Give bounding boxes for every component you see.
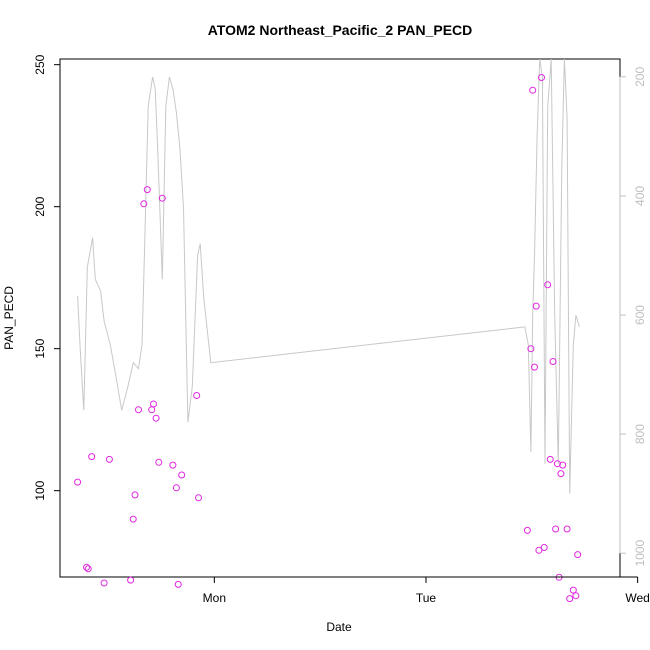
- data-point: [105, 455, 113, 463]
- data-point: [148, 406, 156, 414]
- data-point: [169, 461, 177, 469]
- data-point: [195, 494, 202, 502]
- data-point: [569, 586, 577, 594]
- data-point: [559, 461, 567, 469]
- data-point: [131, 491, 139, 499]
- y2-tick-label: 800: [633, 424, 647, 444]
- data-point: [174, 580, 182, 588]
- data-point: [150, 400, 157, 408]
- data-point: [88, 453, 96, 461]
- y2-tick-label: 400: [633, 186, 647, 206]
- y2-tick-label: 600: [633, 305, 647, 325]
- data-point: [155, 458, 163, 466]
- data-point: [83, 563, 90, 571]
- y-tick-label: 100: [33, 480, 47, 500]
- data-point: [574, 551, 582, 559]
- data-point: [140, 200, 148, 208]
- data-points-series: [74, 74, 582, 603]
- data-point: [531, 363, 538, 371]
- data-point: [572, 592, 580, 600]
- x-tick-label: Mon: [203, 591, 226, 605]
- y2-tick-label: 1000: [633, 540, 647, 567]
- data-point: [549, 358, 557, 365]
- data-point: [566, 595, 574, 603]
- data-point: [535, 546, 543, 554]
- x-tick-label: Wed: [625, 591, 649, 605]
- data-point: [546, 455, 554, 463]
- data-point: [529, 86, 537, 94]
- data-point: [152, 414, 160, 422]
- data-point: [129, 515, 137, 523]
- data-point: [563, 525, 571, 533]
- data-point: [552, 525, 560, 533]
- data-point: [540, 544, 548, 551]
- x-axis-label: Date: [326, 620, 352, 634]
- data-point: [143, 186, 151, 194]
- data-point: [544, 281, 552, 289]
- pressure-line: [77, 59, 580, 494]
- data-point: [557, 470, 565, 478]
- x-axis: Mon Tue Wed: [203, 576, 650, 605]
- x-tick-label: Tue: [416, 591, 437, 605]
- data-point: [158, 194, 166, 202]
- data-point: [193, 392, 201, 399]
- data-point: [172, 484, 180, 492]
- data-point: [527, 345, 535, 353]
- plot-frame: [59, 58, 621, 578]
- pressure-series: [77, 59, 580, 494]
- data-point: [84, 565, 92, 573]
- y-axis-label: PAN_PECD: [2, 286, 16, 350]
- data-point: [178, 471, 186, 479]
- y-tick-label: 200: [33, 196, 47, 216]
- data-point: [532, 302, 540, 310]
- data-point: [538, 74, 545, 81]
- y-tick-label: 250: [33, 54, 47, 74]
- data-point: [74, 478, 82, 486]
- y-axis-right: 200 400 600 800 1000: [619, 67, 647, 567]
- y-tick-label: 150: [33, 338, 47, 358]
- data-point: [100, 579, 108, 587]
- chart-title: ATOM2 Northeast_Pacific_2 PAN_PECD: [208, 22, 473, 38]
- data-point: [135, 406, 142, 414]
- y2-tick-label: 200: [633, 67, 647, 87]
- y-axis-left: 100 150 200 250: [33, 54, 61, 501]
- data-point: [523, 526, 531, 534]
- data-point: [127, 576, 135, 584]
